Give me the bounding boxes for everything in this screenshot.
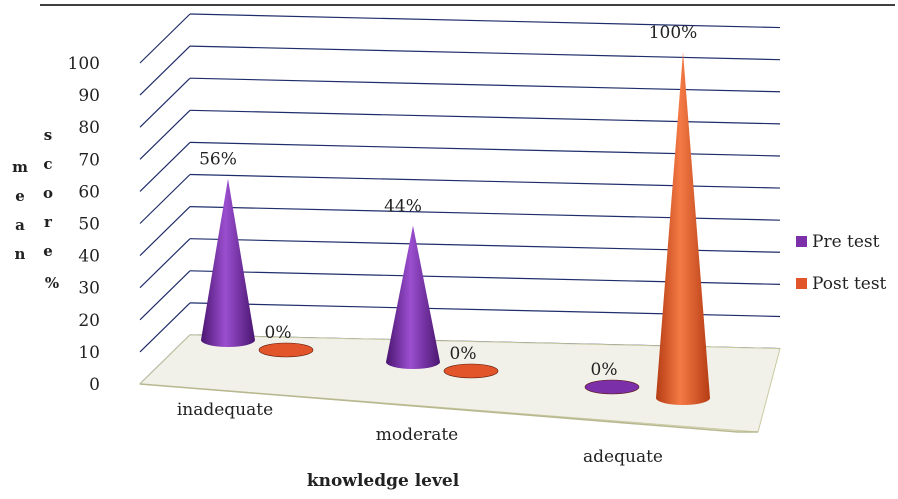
cone-pre-test: [201, 178, 255, 347]
y-tick-label: 10: [78, 343, 100, 363]
category-label: inadequate: [177, 400, 273, 420]
floor-plane: [138, 334, 781, 433]
y-tick-label: 60: [78, 182, 100, 202]
side-gridline: [139, 174, 191, 224]
side-gridline: [139, 206, 191, 257]
label-layer: 56% 44% 0% 0% 0% 100%: [199, 23, 697, 380]
mark-layer: [201, 52, 710, 405]
y-title-letter: r: [44, 213, 53, 231]
y-title-letter: o: [43, 184, 53, 202]
y-title-letter: s: [44, 126, 52, 144]
y-tick-label: 90: [78, 86, 100, 106]
y-tick-label: 70: [78, 150, 100, 170]
category-label: adequate: [583, 447, 663, 467]
side-gridline: [139, 45, 191, 96]
back-gridline: [189, 13, 781, 29]
side-gridline: [139, 77, 191, 128]
data-label: 56%: [199, 150, 237, 170]
data-label: 0%: [450, 344, 477, 364]
cone-post-test: [656, 52, 710, 405]
y-tick-label: 30: [78, 279, 100, 299]
y-title-letter: n: [15, 245, 26, 263]
side-gridline: [139, 13, 191, 64]
y-title-letter: m: [12, 158, 28, 176]
data-label: 0%: [591, 360, 618, 380]
y-title-letter: e: [15, 187, 25, 205]
y-tick-label: 100: [68, 54, 100, 74]
side-gridline: [139, 238, 191, 289]
floor-layer: [138, 334, 781, 433]
y-tick-label: 0: [89, 375, 100, 395]
back-gridline: [189, 45, 781, 61]
y-tick-label: 50: [78, 215, 100, 235]
y-title-word: %: [45, 274, 59, 292]
legend: Pre test Post test: [796, 232, 887, 294]
data-label: 44%: [384, 197, 422, 217]
x-axis-title: knowledge level: [307, 471, 460, 491]
back-gridline: [189, 109, 781, 125]
y-title-letter: c: [43, 155, 52, 173]
tick-layer: 0 10 20 30 40 50 60 70 80 90 100: [68, 54, 100, 395]
y-tick-label: 80: [78, 118, 100, 138]
legend-label: Pre test: [812, 232, 880, 252]
legend-label: Post test: [812, 274, 887, 294]
cone-base-pre-test: [584, 379, 640, 395]
side-gridline: [139, 270, 191, 321]
legend-swatch: [796, 236, 807, 247]
back-gridline: [189, 77, 781, 93]
y-tick-label: 20: [78, 311, 100, 331]
cone-base-post-test: [258, 342, 314, 358]
category-label: moderate: [376, 425, 458, 445]
side-gridline: [139, 141, 191, 192]
cone-base-post-test: [443, 363, 499, 379]
y-title-letter: a: [15, 216, 25, 234]
back-gridline: [189, 141, 781, 157]
cone-pre-test: [386, 225, 440, 369]
y-title-letter: e: [43, 242, 53, 260]
side-gridline: [139, 302, 191, 353]
category-layer: inadequate moderate adequate: [177, 400, 663, 467]
legend-swatch: [796, 278, 807, 289]
y-tick-label: 40: [78, 247, 100, 267]
side-gridline: [139, 109, 191, 160]
data-label: 100%: [649, 23, 698, 43]
x-axis-line: [139, 383, 739, 433]
data-label: 0%: [265, 323, 292, 343]
